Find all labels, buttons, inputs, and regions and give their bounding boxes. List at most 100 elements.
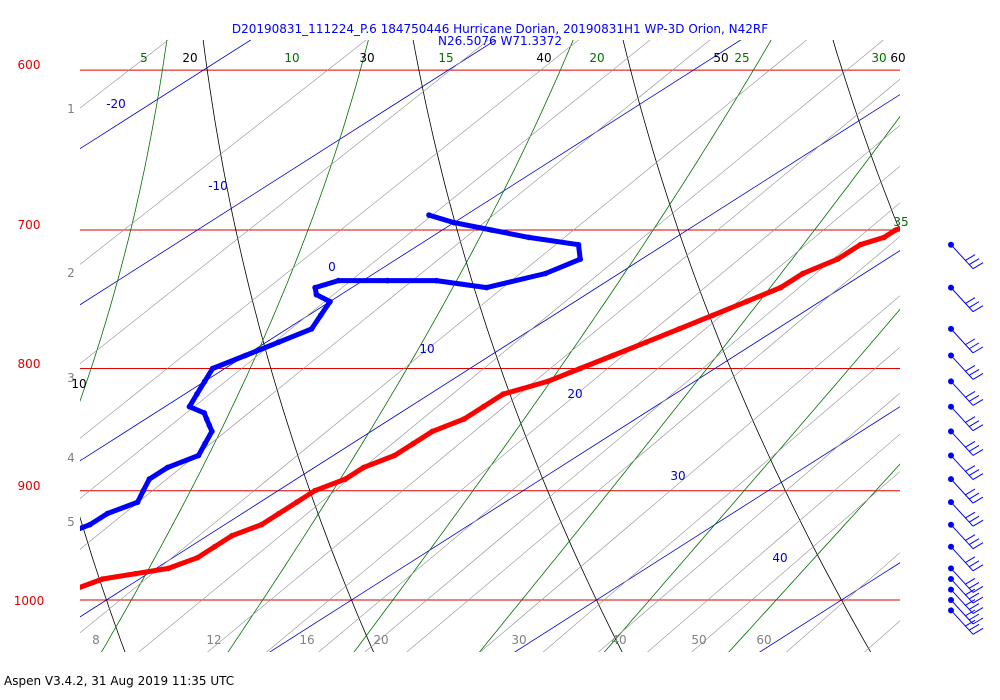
mixing-ratio-line (647, 433, 900, 652)
mixing-ratio-line (542, 346, 900, 652)
temperature-point (834, 256, 841, 263)
temperature-point (228, 533, 235, 539)
isotherm-label: -10 (208, 179, 228, 193)
dry-adiabat-label: 10 (71, 377, 86, 391)
mixing-ratio-label: 40 (611, 633, 626, 647)
mixing-ratio-label: 12 (206, 633, 221, 647)
dewpoint-point (209, 365, 216, 372)
wind-barb (948, 499, 984, 527)
temperature-point (892, 227, 899, 233)
temperature-point (410, 440, 417, 447)
wind-barb (948, 576, 984, 604)
dry-adiabat-label: 50 (713, 51, 728, 65)
mixing-ratio-line (364, 202, 900, 652)
dewpoint-point (194, 391, 200, 397)
pressure-label: 1000 (14, 594, 45, 608)
moist-adiabat-line (353, 40, 772, 652)
temperature-point (480, 403, 487, 410)
mixing-ratio-line (691, 471, 900, 652)
temperature-point (610, 352, 616, 359)
mixing-ratio-line (80, 40, 579, 439)
moist-adiabat-label: 15 (438, 51, 453, 65)
height-label: 5 (67, 515, 75, 529)
wind-barb (948, 597, 984, 625)
pressure-label: 800 (18, 357, 41, 371)
dewpoint-point (104, 510, 111, 517)
temperature-point (777, 284, 784, 291)
mixing-ratio-line (786, 552, 900, 652)
dewpoint-point (317, 312, 324, 319)
temperature-point (99, 576, 106, 582)
temperature-point (276, 510, 282, 517)
moist-adiabat-line (80, 40, 168, 403)
dewpoint-point (186, 403, 193, 410)
dry-adiabat-label: 40 (536, 51, 551, 65)
dewpoint-point (164, 464, 171, 471)
dry-adiabat-label: 20 (182, 51, 197, 65)
mixing-ratio-line (864, 620, 900, 652)
sounding-profiles (0, 205, 959, 614)
dewpoint-point (488, 227, 495, 233)
temperature-point (544, 378, 551, 385)
mixing-ratio-line (80, 40, 367, 265)
dewpoint-point (203, 416, 210, 422)
temperature-line (80, 226, 900, 590)
dewpoint-point (308, 326, 315, 332)
dewpoint-point (526, 234, 532, 241)
mixing-ratio-label: 20 (373, 633, 388, 647)
isotherm-line (269, 250, 900, 652)
isotherm-label: 40 (772, 551, 787, 565)
wind-barb (948, 428, 984, 456)
dewpoint-point (575, 241, 582, 248)
temperature-point (577, 365, 583, 372)
height-label: 4 (67, 451, 75, 465)
wind-barb (948, 565, 984, 593)
dewpoint-point (313, 291, 320, 298)
wind-barb (948, 378, 984, 406)
temperature-point (917, 220, 923, 226)
chart-subtitle: N26.5076 W71.3372 (438, 34, 562, 48)
temperature-point (39, 608, 45, 614)
dewpoint-point (0, 555, 4, 561)
temperature-point (391, 452, 398, 459)
dewpoint-point (201, 378, 208, 385)
temperature-point (953, 205, 959, 211)
dewpoint-point (327, 298, 333, 305)
isotherm-label: -20 (106, 97, 126, 111)
dewpoint-point (146, 476, 153, 482)
dewpoint-point (202, 440, 208, 447)
mixing-ratio-line (80, 40, 807, 634)
moist-adiabat-label: 20 (589, 51, 604, 65)
temperature-point (194, 554, 201, 561)
temperature-point (800, 270, 806, 277)
temperature-point (211, 544, 218, 550)
temperature-point (294, 499, 300, 506)
wind-barb (948, 241, 984, 270)
temperature-point (709, 312, 716, 319)
dewpoint-point (542, 270, 549, 277)
temperature-point (312, 487, 318, 494)
dewpoint-point (451, 219, 457, 226)
dry-adiabat-line (622, 40, 872, 652)
height-label: 2 (67, 266, 75, 280)
footer-version: Aspen V3.4.2, 31 Aug 2019 11:35 UTC (4, 674, 235, 688)
temperature-point (643, 339, 649, 346)
temperature-point (743, 298, 750, 305)
mixing-ratio-line (597, 392, 900, 652)
dewpoint-point (426, 212, 432, 218)
height-label: 1 (67, 102, 75, 116)
pressure-label: 700 (18, 218, 41, 232)
wind-barb (948, 607, 984, 635)
dry-adiabat-line (80, 516, 126, 652)
mixing-ratio-line (138, 40, 884, 652)
moist-adiabat-label: 5 (140, 51, 148, 65)
temperature-point (360, 464, 367, 471)
mixing-ratio-label: 30 (511, 633, 526, 647)
temperature-point (429, 428, 436, 435)
dry-adiabat-line (202, 40, 374, 652)
chart-title: D20190831_111224_P.6 184750446 Hurricane… (232, 22, 768, 36)
mixing-ratio-label: 50 (691, 633, 706, 647)
